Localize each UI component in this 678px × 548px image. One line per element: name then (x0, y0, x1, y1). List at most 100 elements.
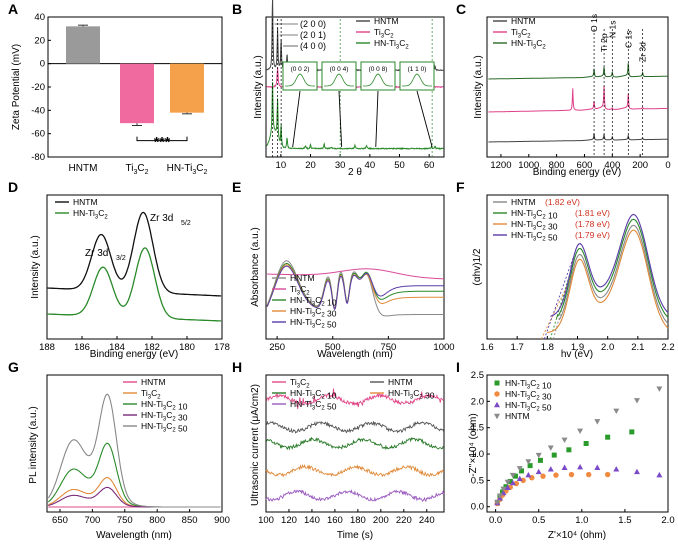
text-span: Ti (141, 388, 148, 398)
text-span: Ti (520, 400, 527, 410)
text-span: Ti (290, 284, 297, 294)
panel-h-frame (265, 374, 445, 513)
data-point (540, 473, 546, 479)
peak-label: Ti 2p (599, 33, 609, 52)
x-tick-label: 60 (424, 160, 435, 171)
text-span: 50 (325, 320, 337, 330)
x-tick-label: 120 (281, 515, 297, 526)
pl-curve (47, 442, 221, 508)
data-point (551, 452, 557, 458)
text-span: C (413, 388, 419, 398)
subscript: 2 (321, 406, 324, 412)
x-axis-label: Binding energy (eV) (533, 167, 621, 178)
bar (66, 26, 100, 64)
subscript: 3 (533, 215, 537, 221)
inset-curve (402, 73, 432, 87)
text-span: C (137, 163, 144, 174)
inset-frame (282, 61, 318, 91)
legend-entry: HN-Ti3C2 50 (141, 421, 188, 434)
text-span: 30 (325, 309, 337, 319)
x-axis-label: hv (eV) (561, 349, 593, 360)
x-tick-label: 140 (304, 515, 320, 526)
text-span: HNTM (73, 197, 98, 207)
legend-entry: Ti3C2 (374, 27, 394, 40)
subscript: 2 (405, 45, 408, 51)
x-tick-label: 1000 (433, 342, 454, 353)
x-tick-label: 0.0 (489, 515, 502, 526)
peak-annotation: Zr 3d (150, 213, 173, 224)
data-point (535, 452, 542, 459)
text-span: 30 (546, 222, 558, 232)
text-span: Ti (374, 27, 381, 37)
current-curve (265, 388, 445, 410)
panel-g-frame (46, 374, 223, 513)
data-point (594, 419, 601, 425)
subscript: 3 (312, 395, 316, 401)
text-span: HN- (505, 389, 520, 399)
inset-label: (0 0 4) (330, 66, 349, 73)
subscript: 3 (527, 385, 531, 391)
x-tick-label: 850 (182, 515, 198, 526)
legend-entry: Ti3C2 (290, 377, 310, 390)
text-span: C (151, 388, 157, 398)
subscript: 2 (542, 226, 545, 232)
data-point (553, 472, 559, 478)
legend-entry: HN-Ti3C2 10 (290, 388, 337, 401)
text-span: Ti (520, 378, 527, 388)
inset-arrow (292, 90, 301, 148)
x-axis-label: Wavelength (nm) (317, 349, 393, 360)
text-span: C (530, 400, 536, 410)
y-tick-label: 1.0 (471, 449, 484, 460)
data-point (605, 434, 611, 440)
x-category-label: HNTM (69, 163, 98, 174)
subscript: 2 (172, 428, 175, 434)
x-tick-label: 184 (109, 342, 125, 353)
data-point (547, 445, 554, 451)
subscript: 3 (163, 417, 167, 423)
legend-entry: HN-Ti3C2 10 (511, 208, 558, 221)
data-point (583, 441, 589, 446)
x-axis-label: Binding energy (eV) (90, 349, 178, 360)
x-tick-label: 160 (327, 515, 343, 526)
current-curve (265, 463, 444, 478)
data-point (577, 428, 584, 435)
x-tick-label: 650 (52, 515, 68, 526)
band-gap-label: (1.79 eV) (575, 230, 610, 240)
text-span: Ti (156, 410, 163, 420)
legend-entry: HN-Ti3C2 50 (290, 317, 337, 330)
x-tick-label: 750 (117, 515, 133, 526)
text-span: Ti (305, 317, 312, 327)
text-span: Ti (305, 295, 312, 305)
text-span: HNTM (69, 163, 98, 174)
data-point (496, 493, 503, 499)
x-tick-label: 186 (74, 342, 90, 353)
current-curve (265, 488, 445, 503)
band-gap-label: (1.81 eV) (575, 208, 610, 218)
tauc-curve (558, 224, 669, 324)
data-point (520, 477, 526, 484)
y-axis-label: Intensity (a.u.) (30, 235, 41, 298)
text-span: Ti (156, 421, 163, 431)
peak-annotation-sub: 5/2 (181, 220, 191, 227)
tangent-line (540, 273, 574, 340)
text-span: Ti (511, 27, 518, 37)
text-span: C (536, 230, 542, 240)
text-span: HN- (290, 295, 305, 305)
x-tick-label: 2.0 (601, 342, 614, 353)
tauc-curve (550, 213, 669, 317)
text-span: HN- (141, 410, 156, 420)
data-point (518, 468, 524, 474)
subscript: 2 (536, 407, 539, 413)
text-span: 10 (325, 298, 337, 308)
legend-entry: HNTM (290, 273, 315, 283)
y-tick-label: 0 (40, 59, 45, 70)
y-axis-label: Zeta Potential (mV) (11, 44, 22, 130)
bar (120, 63, 154, 124)
panel-letter: G (8, 359, 19, 375)
current-curve (265, 436, 444, 451)
y-tick-label: 0.0 (471, 502, 484, 513)
inset-frame (360, 61, 396, 91)
inset-arrow (416, 90, 433, 148)
